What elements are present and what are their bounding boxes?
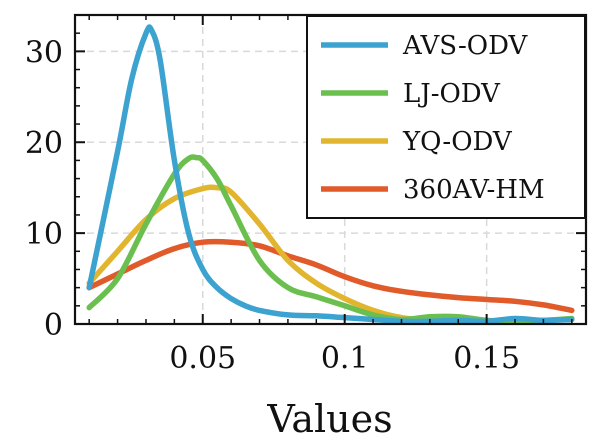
y-tick-label: 10: [25, 217, 63, 252]
y-tick-label: 20: [25, 126, 63, 161]
y-tick-label: 30: [25, 35, 63, 70]
x-axis-label: Values: [266, 397, 392, 441]
legend: AVS-ODV LJ-ODV YQ-ODV 360AV-HM: [306, 15, 586, 219]
y-tick-label: 0: [44, 308, 63, 343]
legend-label-3: 360AV-HM: [403, 175, 545, 205]
x-tick-label: 0.1: [321, 341, 369, 376]
x-tick-label: 0.15: [453, 341, 520, 376]
legend-label-1: LJ-ODV: [403, 79, 501, 109]
series-line-360av-hm: [86, 238, 575, 314]
legend-box: [306, 15, 586, 219]
x-tick-label: 0.05: [169, 341, 236, 376]
legend-label-2: YQ-ODV: [402, 127, 513, 157]
legend-label-0: AVS-ODV: [402, 31, 529, 61]
axis-ticks: 0.05 0.1 0.15 0 10 20 30: [25, 14, 586, 376]
